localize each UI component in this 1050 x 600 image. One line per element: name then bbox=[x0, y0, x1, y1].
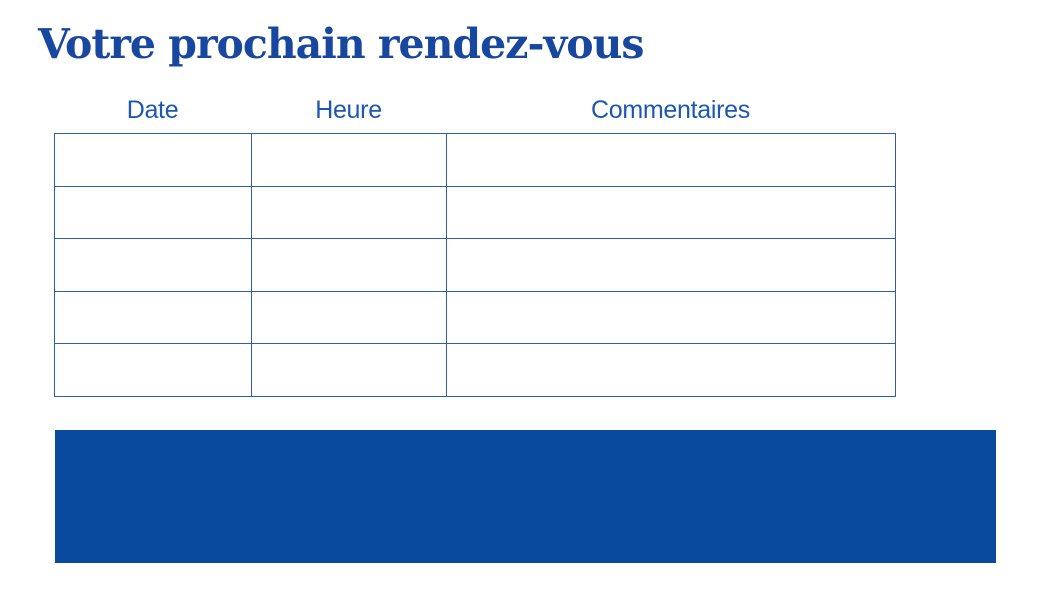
table-cell[interactable] bbox=[251, 133, 447, 187]
column-header-heure: Heure bbox=[315, 96, 382, 124]
column-header-commentaires: Commentaires bbox=[591, 96, 750, 124]
table-cell[interactable] bbox=[54, 238, 252, 292]
table-cell[interactable] bbox=[446, 343, 896, 397]
table-cell[interactable] bbox=[54, 185, 252, 239]
table-cell[interactable] bbox=[54, 290, 252, 344]
table-header-row: Date Heure Commentaires bbox=[54, 93, 895, 125]
table-cell[interactable] bbox=[446, 290, 896, 344]
table-cell[interactable] bbox=[251, 290, 447, 344]
table-row bbox=[54, 185, 896, 239]
bottom-banner bbox=[55, 430, 996, 563]
table-cell[interactable] bbox=[251, 238, 447, 292]
table-row bbox=[54, 290, 896, 344]
column-header-date: Date bbox=[126, 96, 179, 124]
table-cell[interactable] bbox=[446, 133, 896, 187]
table-row bbox=[54, 238, 896, 292]
table-cell[interactable] bbox=[54, 133, 252, 187]
table-cell[interactable] bbox=[54, 343, 252, 397]
page-title: Votre prochain rendez-vous bbox=[38, 20, 645, 68]
appointments-table bbox=[54, 133, 896, 397]
table-cell[interactable] bbox=[446, 185, 896, 239]
table-row bbox=[54, 133, 896, 187]
table-cell[interactable] bbox=[446, 238, 896, 292]
table-row bbox=[54, 343, 896, 397]
table-cell[interactable] bbox=[251, 343, 447, 397]
table-cell[interactable] bbox=[251, 185, 447, 239]
